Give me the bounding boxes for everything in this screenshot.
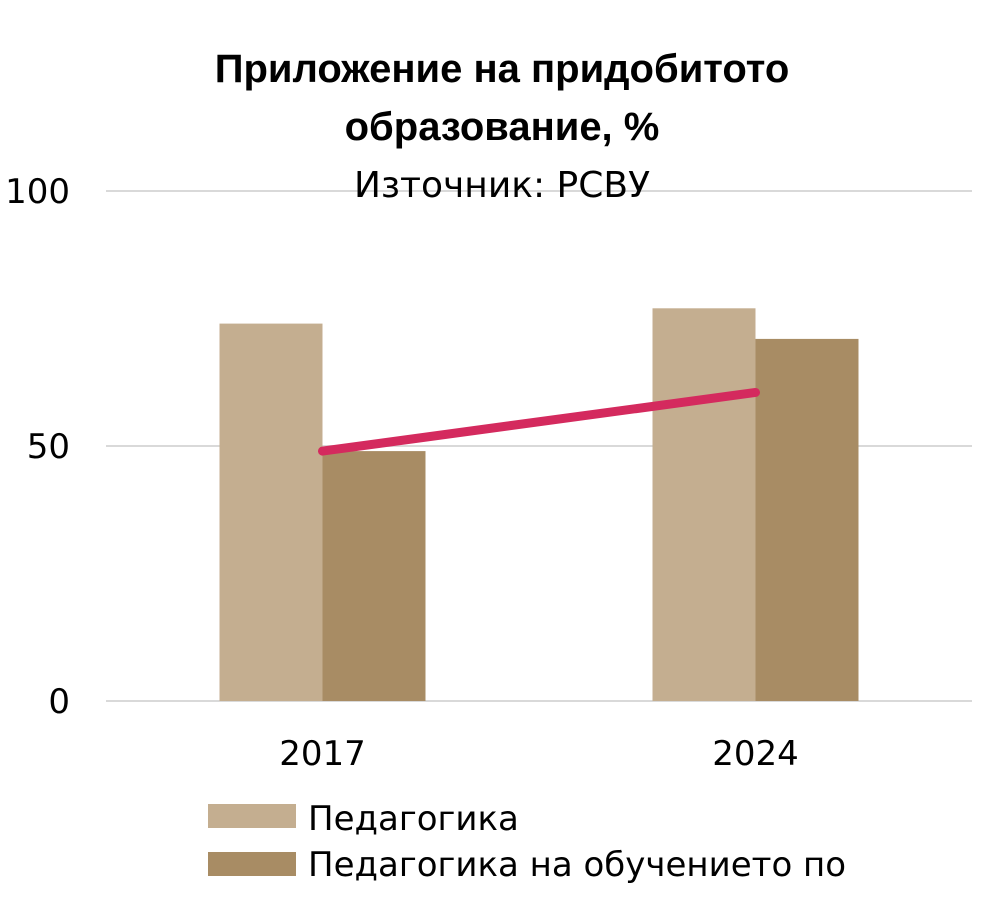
x-tick-label: 2017: [279, 734, 366, 774]
bar-2024-series-2: [755, 338, 859, 701]
bars: [219, 308, 859, 701]
trend-line-group: [318, 387, 760, 456]
bar-2024-series-1: [652, 308, 756, 701]
y-tick-label: 50: [27, 427, 70, 467]
x-axis-ticks: 2017 2024: [279, 734, 799, 774]
y-tick-label: 0: [48, 682, 70, 722]
y-axis-ticks: 0 50 100: [5, 172, 70, 722]
legend-swatch-pedagogika: [208, 804, 296, 828]
chart-title-line-1: Приложение на придобитото: [215, 47, 790, 91]
bar-2017-series-2: [322, 451, 426, 701]
legend-swatch-pedagogika-na-obuchenieto: [208, 852, 296, 876]
legend: Педагогика Педагогика на обучението по: [208, 799, 846, 885]
trend-line: [318, 387, 760, 456]
legend-label-pedagogika-na-obuchenieto: Педагогика на обучението по: [308, 845, 846, 885]
y-tick-label: 100: [5, 172, 70, 212]
x-tick-label: 2024: [712, 734, 799, 774]
bar-2017-series-1: [219, 323, 323, 701]
chart-subtitle: Източник: РСВУ: [354, 165, 650, 206]
chart-title-line-2: образование, %: [345, 105, 660, 149]
legend-label-pedagogika: Педагогика: [308, 799, 519, 839]
